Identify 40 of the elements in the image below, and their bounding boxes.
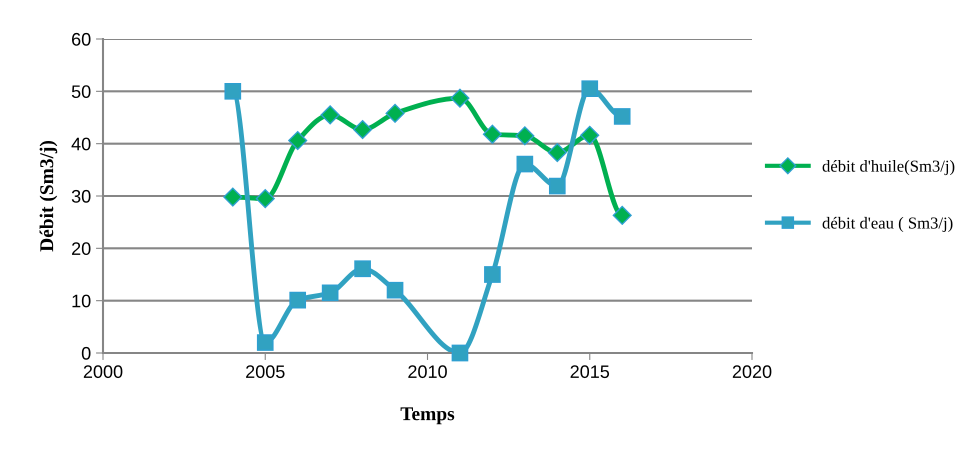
legend-label: débit d'huile(Sm3/j) [822, 160, 954, 176]
point [614, 108, 631, 125]
x-tick-label: 2020 [732, 365, 772, 378]
y-tick-label: 10 [72, 294, 90, 308]
point [548, 178, 566, 194]
y-tick-label: 0 [82, 346, 90, 360]
point [482, 124, 502, 144]
y-tick-label: 30 [72, 190, 90, 203]
point [452, 344, 468, 362]
point [612, 206, 632, 225]
y-tick-label: 60 [72, 32, 90, 46]
point [224, 83, 242, 100]
point [223, 188, 242, 207]
point [484, 266, 501, 283]
point [353, 120, 372, 140]
x-tick-label: 2005 [246, 365, 285, 378]
y-tick-label: 40 [72, 138, 90, 150]
point [386, 282, 404, 299]
point [322, 284, 338, 302]
point [354, 260, 371, 278]
x-tick-label: 2010 [408, 365, 447, 378]
point [288, 130, 308, 150]
point [386, 104, 405, 123]
point [580, 126, 600, 145]
legend-label: débit d'eau ( Sm3/j) [822, 216, 952, 232]
y-tick-label: 20 [72, 242, 90, 256]
point [320, 105, 340, 124]
point [289, 292, 306, 308]
x-tick-label: 2015 [570, 365, 610, 378]
point [256, 334, 274, 351]
point [256, 189, 275, 208]
y-axis-title: Débit (Sm3/j) [40, 140, 58, 252]
point [548, 143, 567, 162]
point [516, 156, 534, 172]
point [450, 88, 470, 108]
point [581, 80, 598, 98]
x-tick-label: 2000 [84, 365, 122, 378]
x-axis-title: Temps [400, 407, 454, 424]
y-tick-label: 50 [72, 85, 90, 98]
point [515, 126, 534, 146]
